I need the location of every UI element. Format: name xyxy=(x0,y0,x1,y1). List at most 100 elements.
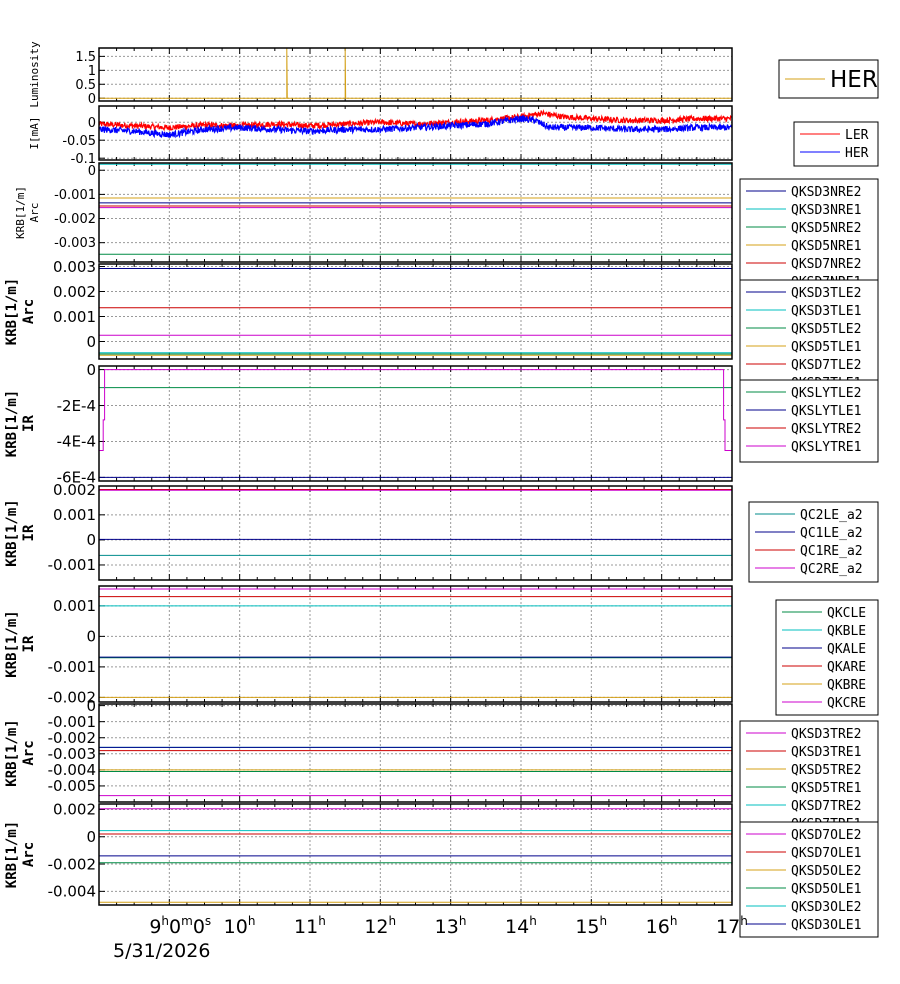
legend-label: QKCLE xyxy=(827,606,866,621)
x-tick-label: 10h xyxy=(224,914,256,938)
x-tick-label: 13h xyxy=(435,914,467,938)
y-tick-label: -0.1 xyxy=(71,152,96,167)
y-axis-label: Arc xyxy=(21,299,37,324)
y-tick-label: 0 xyxy=(86,828,96,846)
y-tick-label: 0.5 xyxy=(75,78,96,93)
legend-label: QKSD5OLE1 xyxy=(791,882,861,897)
legend-label: QC2LE_a2 xyxy=(800,508,863,523)
y-axis-label: Luminosity xyxy=(28,41,41,108)
y-tick-label: 1 xyxy=(88,64,96,79)
y-tick-label: 0.001 xyxy=(53,308,96,326)
panel-series xyxy=(99,268,732,356)
legend-label: QKSD7TRE2 xyxy=(791,799,861,814)
x-tick-label: 9h0m0s xyxy=(149,914,211,938)
legend: HER xyxy=(778,59,879,99)
legend-box xyxy=(775,599,879,716)
x-tick-hour-unit: h xyxy=(600,914,608,928)
x-tick-hour-unit: h xyxy=(670,914,678,928)
panel-series xyxy=(99,489,732,556)
legend: QKSD3TLE2 QKSD3TLE1 QKSD5TLE2 QKSD5TLE1 QKSD… xyxy=(739,279,879,396)
x-tick-label: 15h xyxy=(575,914,607,938)
legend-label: QKSD3OLE1 xyxy=(791,918,861,933)
legend-box xyxy=(739,379,879,463)
x-tick-hour: 11 xyxy=(294,916,318,938)
legend-label: HER xyxy=(845,146,869,161)
legend-box xyxy=(748,501,879,583)
y-tick-label: -2E-4 xyxy=(57,397,96,415)
x-tick-hour-unit: h xyxy=(459,914,467,928)
legend-label: QC1RE_a2 xyxy=(800,544,863,559)
y-tick-label: -0.05 xyxy=(62,134,96,149)
legend-label: QKSD5TRE2 xyxy=(791,763,861,778)
legend-label: QKSD5NRE2 xyxy=(791,221,861,236)
x-tick-label: 14h xyxy=(505,914,537,938)
x-tick-hour: 12 xyxy=(364,916,388,938)
legend-label: QKSD5NRE1 xyxy=(791,239,861,254)
x-tick-hour-unit: h xyxy=(248,914,256,928)
x-tick-label: 16h xyxy=(646,914,678,938)
panel-series xyxy=(99,746,732,797)
y-tick-label: 0.002 xyxy=(53,801,96,819)
x-tick-hour: 9 xyxy=(149,916,161,938)
legend-label: QKSLYTRE1 xyxy=(791,440,861,455)
legend-label: QKSD3TLE2 xyxy=(791,286,861,301)
legend-label: QKALE xyxy=(827,642,866,657)
y-tick-label: 0 xyxy=(88,116,96,131)
legend-label: QC1LE_a2 xyxy=(800,526,863,541)
panel-frame xyxy=(98,162,733,263)
legend-box xyxy=(739,279,879,396)
series-line-her xyxy=(99,114,732,139)
y-tick-label: 0 xyxy=(86,361,96,379)
series-line-her xyxy=(99,48,732,99)
legend-label: QKSLYTRE2 xyxy=(791,422,861,437)
panel-8: 0-0.001-0.002-0.003-0.004-0.005 KRB[1/m] A… xyxy=(4,697,879,837)
y-tick-label: -4E-4 xyxy=(57,433,96,451)
x-tick-extra: 0 xyxy=(169,916,181,938)
y-tick-label: -0.003 xyxy=(48,745,96,763)
y-axis-label: KRB[1/m] xyxy=(4,499,20,566)
panel-frame xyxy=(98,803,733,906)
legend-box xyxy=(739,821,879,938)
panel-series xyxy=(99,369,732,481)
legend-label: QKSD3TRE2 xyxy=(791,727,861,742)
y-tick-label: 0 xyxy=(88,92,96,107)
x-tick-hour: 15 xyxy=(575,916,599,938)
legend-label: QKSD5TLE1 xyxy=(791,340,861,355)
legend-box xyxy=(793,121,879,167)
legend-label: QC2RE_a2 xyxy=(800,562,863,577)
legend-label: QKSD7NRE2 xyxy=(791,257,861,272)
panel-series xyxy=(99,48,732,99)
panel-series xyxy=(99,163,732,255)
legend-label: QKSLYTLE1 xyxy=(791,404,861,419)
y-axis-label: KRB[1/m] xyxy=(14,186,27,239)
x-tick-hour: 17 xyxy=(716,916,740,938)
y-tick-label: 0.001 xyxy=(53,597,96,615)
panel-series xyxy=(99,109,732,139)
y-axis-label: KRB[1/m] xyxy=(4,278,20,345)
y-axis-label: IR xyxy=(21,635,37,652)
legend: QKSD3TRE2 QKSD3TRE1 QKSD5TRE2 QKSD5TRE1 QKSD… xyxy=(739,720,879,837)
date-label: 5/31/2026 xyxy=(113,940,210,962)
legend-label: QKSD3TRE1 xyxy=(791,745,861,760)
y-axis-label: Arc xyxy=(21,740,37,765)
y-tick-label: 0 xyxy=(86,333,96,351)
y-tick-label: -0.002 xyxy=(54,212,96,227)
legend-label: QKSD7TLE2 xyxy=(791,358,861,373)
legend: QKSD7OLE2 QKSD7OLE1 QKSD5OLE2 QKSD5OLE1 QKSD… xyxy=(739,821,879,938)
legend: QKCLE QKBLE QKALE QKARE QKBRE QKCRE xyxy=(775,599,879,716)
y-tick-label: 0.003 xyxy=(53,258,96,276)
y-tick-label: -0.004 xyxy=(48,761,96,779)
legend-box xyxy=(739,178,879,295)
legend-label: QKSD5TLE2 xyxy=(791,322,861,337)
y-tick-label: 0.002 xyxy=(53,481,96,499)
series-line-qkslytre1 xyxy=(99,369,732,451)
y-tick-label: 0.002 xyxy=(53,283,96,301)
y-axis-label: KRB[1/m] xyxy=(4,610,20,677)
legend-label: QKSD3NRE1 xyxy=(791,203,861,218)
y-tick-label: -0.002 xyxy=(48,729,96,747)
legend-box xyxy=(739,720,879,837)
